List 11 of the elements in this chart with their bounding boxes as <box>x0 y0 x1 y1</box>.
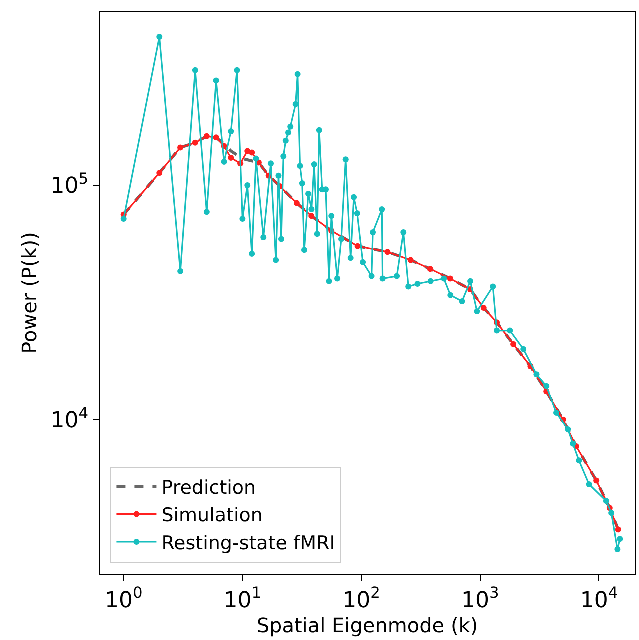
legend-label: Simulation <box>162 504 263 527</box>
x-tick-label: 10$^{3}$ <box>461 584 500 614</box>
legend-label: Prediction <box>162 477 256 500</box>
legend-label: Resting-state fMRI <box>162 532 336 554</box>
x-tick-label: 10$^{1}$ <box>224 584 262 614</box>
y-axis-title: Power (P(k)) <box>17 232 42 354</box>
x-axis-title: Spatial Eigenmode (k) <box>256 613 478 638</box>
y-tick-label: 10$^{5}$ <box>50 170 89 200</box>
x-tick-label: 10$^{4}$ <box>580 584 618 614</box>
x-tick-label: 10$^{0}$ <box>104 584 143 614</box>
x-tick-label: 10$^{2}$ <box>342 584 380 614</box>
